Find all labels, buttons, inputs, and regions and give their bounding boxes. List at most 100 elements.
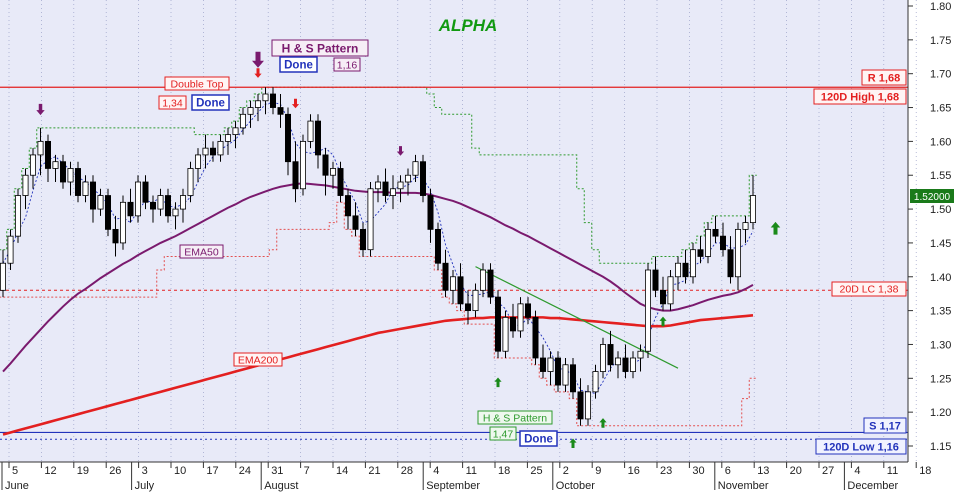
hs-bottom-annotation: H & S Pattern 1,47 Done <box>477 410 558 447</box>
candle-body <box>239 113 246 129</box>
candle-body <box>517 303 524 332</box>
candle-body <box>209 147 216 156</box>
support-tag-box <box>863 417 907 434</box>
x-tick-label: 11 <box>887 465 898 477</box>
candle-body <box>607 344 614 366</box>
y-tick-label: 1.80 <box>930 1 951 13</box>
month-label: June <box>5 480 29 492</box>
candle-body <box>427 195 434 230</box>
candle-body <box>374 181 381 190</box>
x-tick-label: 27 <box>822 465 834 477</box>
candle-body <box>630 357 637 372</box>
x-tick-label: 6 <box>725 465 731 477</box>
hs-top-box <box>271 39 369 57</box>
x-tick-label: 14 <box>336 465 348 477</box>
candle-body <box>419 161 426 196</box>
candle-body <box>434 228 441 264</box>
y-tick-label: 1.15 <box>930 441 951 453</box>
candle-body <box>667 276 674 305</box>
candlestick-series <box>0 87 757 426</box>
candle-body <box>727 249 734 278</box>
candle-body <box>60 161 67 183</box>
candle-body <box>555 357 562 386</box>
candle-body <box>720 235 727 251</box>
ema200-line <box>2 314 754 436</box>
buy-signal-arrow-3 <box>599 418 607 428</box>
x-tick-label: 12 <box>44 465 56 477</box>
last-price-tag: 1.52000 <box>914 192 951 203</box>
x-tick-label: 4 <box>433 465 439 477</box>
double-top-status: Done <box>196 98 225 110</box>
candle-body <box>134 181 141 217</box>
candle-body <box>645 269 652 352</box>
x-tick-label: 30 <box>692 465 704 477</box>
candle-body <box>14 195 21 237</box>
double-top-arrow <box>254 68 262 78</box>
candle-body <box>412 161 419 176</box>
candle-body <box>344 195 351 217</box>
hs-top-value: 1,16 <box>337 60 358 72</box>
candle-body <box>314 120 321 156</box>
hs-bottom-status: Done <box>524 434 553 446</box>
candle-body <box>292 161 299 190</box>
candle-body <box>547 357 554 372</box>
candle-body <box>37 140 44 156</box>
candle-body <box>622 357 629 372</box>
candle-body <box>7 235 14 264</box>
signal-arrows <box>36 51 781 449</box>
x-tick-label: 17 <box>206 465 218 477</box>
buy-signal-arrow <box>494 377 502 388</box>
ema50-label: EMA50 <box>184 247 219 259</box>
candle-body <box>472 289 479 312</box>
candle-body <box>577 391 584 420</box>
double-top-status-box <box>191 94 230 111</box>
candle-body <box>464 303 471 312</box>
candle-body <box>487 269 494 298</box>
hs-right-shoulder-arrow <box>396 146 405 156</box>
candle-body <box>262 93 269 102</box>
candle-body <box>600 344 607 372</box>
candle-body <box>67 168 74 183</box>
candle-body <box>127 201 134 217</box>
candle-body <box>697 249 704 257</box>
candle-body <box>269 93 276 108</box>
candle-body <box>570 364 577 393</box>
hs-bottom-value: 1,47 <box>493 429 514 441</box>
candle-body <box>120 201 127 244</box>
candle-body <box>112 228 119 244</box>
candle-body <box>509 316 516 332</box>
candle-body <box>442 262 449 291</box>
candle-body <box>735 228 742 278</box>
candle-body <box>705 228 712 257</box>
candle-body <box>532 316 539 359</box>
candle-body <box>502 316 509 352</box>
candle-body <box>247 107 254 115</box>
hs-bottom-status-box <box>519 430 558 447</box>
low-tag-box <box>815 438 907 455</box>
x-tick-label: 18 <box>498 465 510 477</box>
y-tick-label: 1.30 <box>930 339 951 351</box>
candle-body <box>382 181 389 196</box>
candle-body <box>449 276 456 291</box>
candle-body <box>585 391 592 420</box>
month-label: November <box>718 480 769 492</box>
x-tick-label: 7 <box>304 465 310 477</box>
buy-signal-arrow-4 <box>659 316 667 327</box>
y-tick-label: 1.70 <box>930 69 951 81</box>
candle-body <box>254 100 261 108</box>
x-tick-label: 24 <box>239 465 251 477</box>
hs-top-label: H & S Pattern <box>282 42 359 56</box>
double-top-label: Double Top <box>171 79 224 91</box>
candle-body <box>329 168 336 176</box>
candle-body <box>615 357 622 366</box>
ema200-tag: EMA200 <box>233 352 283 367</box>
x-tick-label: 19 <box>77 465 89 477</box>
trendline-layer <box>475 266 679 369</box>
x-tick-label: 18 <box>919 465 931 477</box>
month-label: August <box>264 480 298 492</box>
candle-body <box>142 181 149 203</box>
trendline <box>475 266 679 369</box>
y-tick-label: 1.40 <box>930 272 951 284</box>
x-tick-label: 4 <box>854 465 860 477</box>
buy-signal-arrow-2 <box>569 438 577 449</box>
